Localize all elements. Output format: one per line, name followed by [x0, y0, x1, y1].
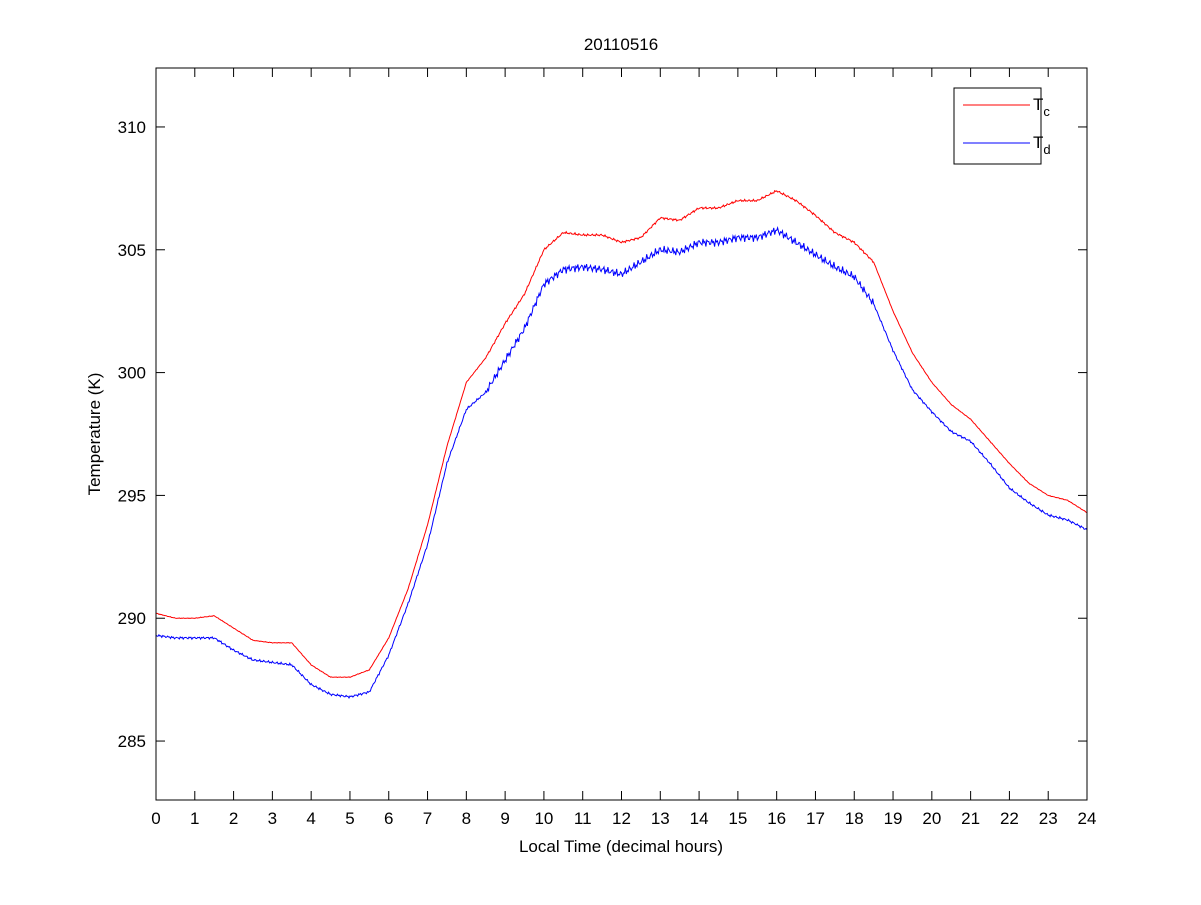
x-tick-label: 14 — [690, 809, 709, 828]
chart-title: 20110516 — [584, 35, 658, 54]
axis-ticks: 0 1 2 3 4 5 6 7 8 9 10 11 12 13 14 15 16 17 18 19 20 21 22 23 24… — [118, 68, 1097, 828]
y-tick-label: 300 — [118, 364, 146, 383]
x-tick-label: 21 — [961, 809, 980, 828]
x-tick-label: 13 — [651, 809, 670, 828]
series-line-c — [155, 189, 1088, 679]
x-tick-label: 0 — [151, 809, 160, 828]
x-tick-label: 22 — [1000, 809, 1019, 828]
x-tick-label: 6 — [384, 809, 393, 828]
x-tick-label: 23 — [1039, 809, 1058, 828]
x-tick-label: 20 — [922, 809, 941, 828]
x-tick-label: 2 — [229, 809, 238, 828]
x-tick-label: 7 — [423, 809, 432, 828]
x-tick-label: 9 — [500, 809, 509, 828]
legend-label-tc: Tc — [1033, 95, 1050, 119]
x-tick-label: 16 — [767, 809, 786, 828]
legend-label-td: Td — [1033, 133, 1051, 157]
y-tick-label: 310 — [118, 118, 146, 137]
x-tick-label: 24 — [1078, 809, 1097, 828]
series-layer — [155, 189, 1088, 700]
x-tick-label: 5 — [345, 809, 354, 828]
x-tick-label: 4 — [306, 809, 315, 828]
x-tick-label: 10 — [534, 809, 553, 828]
y-tick-label: 285 — [118, 732, 146, 751]
x-tick-label: 3 — [268, 809, 277, 828]
x-tick-label: 8 — [462, 809, 471, 828]
x-axis-label: Local Time (decimal hours) — [519, 837, 723, 856]
legend-box — [953, 87, 1042, 165]
series-line-d — [155, 226, 1088, 700]
x-tick-label: 11 — [574, 809, 592, 828]
y-tick-label: 305 — [118, 241, 146, 260]
x-tick-label: 17 — [806, 809, 825, 828]
x-tick-label: 18 — [845, 809, 864, 828]
x-tick-label: 12 — [612, 809, 631, 828]
legend: Tc Td — [953, 87, 1051, 165]
y-tick-label: 290 — [118, 609, 146, 628]
x-tick-label: 19 — [884, 809, 903, 828]
x-tick-label: 15 — [728, 809, 747, 828]
y-tick-label: 295 — [118, 486, 146, 505]
y-axis-label: Temperature (K) — [85, 373, 104, 496]
x-tick-label: 1 — [190, 809, 199, 828]
